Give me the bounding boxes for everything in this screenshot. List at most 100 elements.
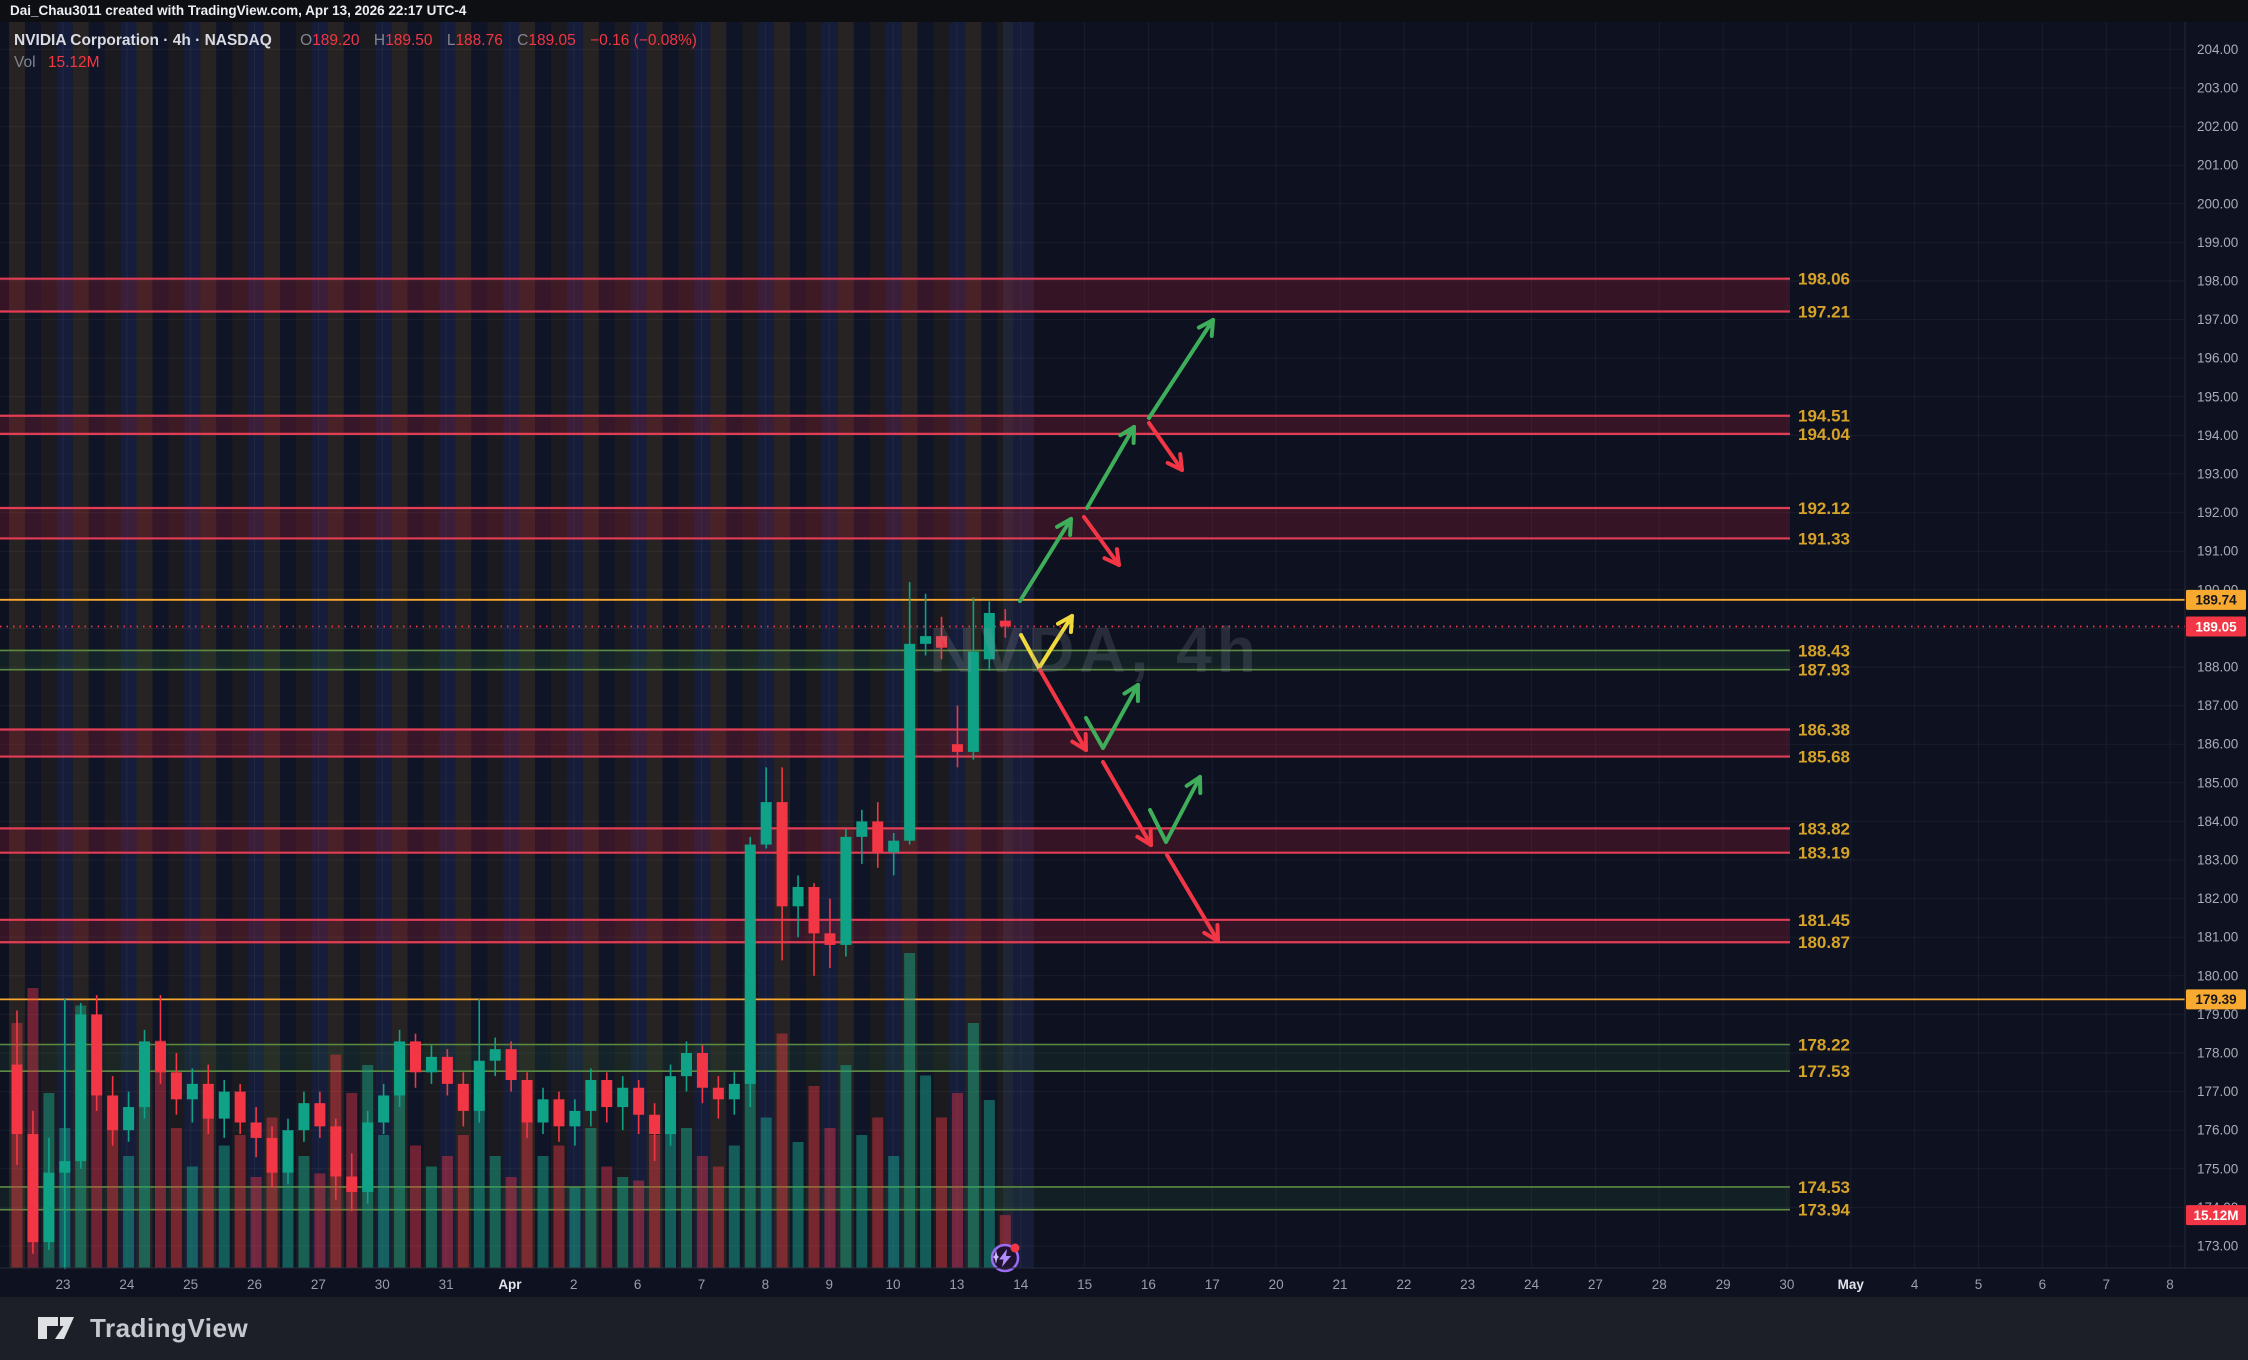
candle-up [394,1041,406,1096]
price-tick-label: 182.00 [2197,891,2238,906]
zone-price-label: 192.12 [1798,499,1850,518]
volume-bar [202,1100,214,1268]
candle-up [537,1099,549,1123]
volume-bar [872,1117,884,1268]
session-stripe [152,22,169,1268]
session-stripe [869,22,886,1268]
demand-zone[interactable] [0,650,1790,670]
candle-down [505,1049,517,1081]
candle-down [266,1137,278,1173]
session-stripe [678,22,695,1268]
time-axis-label: 9 [825,1277,833,1292]
volume-bar [744,974,756,1268]
volume-bar [473,1096,485,1268]
volume-bar [840,1065,852,1268]
candle-down [808,887,820,934]
price-tick-label: 193.00 [2197,467,2238,482]
candle-up [123,1107,135,1131]
candle-down [330,1126,342,1177]
yellow-pivot-arrow-head [1068,614,1074,634]
candle-down [250,1122,262,1138]
candle-up [585,1080,597,1111]
close-price-badge [2186,616,2246,637]
time-axis-label: 8 [2166,1277,2174,1292]
time-axis-label: 15 [1077,1277,1092,1292]
session-stripe [88,22,105,1268]
supply-zone[interactable] [0,919,1790,943]
session-stripe [343,22,360,1268]
candle-up [489,1049,501,1061]
session-stripe [295,22,312,1268]
session-stripe [168,22,185,1268]
price-tick-label: 175.00 [2197,1161,2238,1176]
candle-up [967,651,979,752]
bull-bounce-2-head [1184,775,1202,788]
bull-leg-1[interactable] [1018,517,1073,603]
bear-leg-1-head [1070,739,1088,752]
yellow-pivot-arrow[interactable] [1019,614,1074,670]
symbol-watermark: NVDA, 4h [929,614,1261,686]
bear-leg-2-head [1135,834,1153,847]
time-axis-label: 31 [439,1277,454,1292]
session-stripe [120,22,137,1268]
symbol-title: NVIDIA Corporation · 4h · NASDAQ [14,32,272,49]
session-stripe [40,22,57,1268]
demand-zone[interactable] [0,1044,1790,1072]
bull-leg-1-head [1055,517,1073,529]
session-stripe [423,22,440,1268]
session-stripe [264,22,281,1268]
price-axis[interactable]: 204.00 203.00 202.00 201.00 200.00 199.00 198.… [2186,42,2246,1254]
bear-leg-3[interactable] [1165,853,1220,943]
bear-leg-2[interactable] [1101,760,1153,847]
zone-price-label: 174.53 [1798,1178,1850,1197]
volume-bar [314,1173,326,1268]
zone-price-label: 197.21 [1798,302,1850,321]
session-stripe [439,22,456,1268]
bull-bounce-1[interactable] [1084,683,1140,750]
bear-leg-1[interactable] [1038,668,1088,752]
supply-zone[interactable] [0,415,1790,434]
time-axis-label: 28 [1652,1277,1667,1292]
session-stripe [200,22,217,1268]
session-stripe [853,22,870,1268]
supply-zone[interactable] [0,729,1790,757]
supply-zone[interactable] [0,507,1790,539]
candle-up [744,844,756,1084]
time-axis[interactable]: 23 24 25 26 27 30 31 Apr 2 6 7 8 9 10 13 14 15 16 17 20 21 22… [55,1277,2173,1292]
price-tick-label: 177.00 [2197,1084,2238,1099]
price-tick-label: 196.00 [2197,351,2238,366]
price-tick-label: 179.00 [2197,1007,2238,1022]
price-tick-label: 188.00 [2197,660,2238,675]
supply-zone[interactable] [0,278,1790,312]
session-stripe [232,22,249,1268]
footer-bar: TradingView [0,1297,2248,1360]
session-stripe [662,22,679,1268]
candle-up [139,1041,151,1108]
candle-up [840,836,852,945]
price-tick-label: 186.00 [2197,737,2238,752]
event-badge-icon[interactable] [990,1243,1020,1273]
price-tick-label: 194.00 [2197,428,2238,443]
bull-bounce-2[interactable] [1148,775,1202,844]
bull-leg-3[interactable] [1147,318,1215,420]
tradingview-logo[interactable]: TradingView [36,1311,248,1345]
zone-price-label: 177.53 [1798,1062,1850,1081]
bull-leg-3-head [1196,318,1215,330]
bull-leg-2[interactable] [1085,425,1136,510]
volume-bar [665,1096,677,1268]
volume-bar [920,1075,932,1268]
session-stripe [582,22,599,1268]
volume-bar [218,1145,230,1268]
candle-down [649,1114,661,1135]
volume-bar [123,1156,135,1268]
volume-bar [553,1145,565,1268]
symbol-legend: NVIDIA Corporation · 4h · NASDAQ O189.20… [14,30,697,74]
bull-pullback-2[interactable] [1147,421,1184,472]
zone-price-label: 191.33 [1798,529,1850,548]
candle-up [362,1122,374,1192]
bull-pullback-1[interactable] [1082,515,1121,567]
volume-bar [139,1075,151,1268]
volume-bar [696,1156,708,1268]
candle-down [633,1087,645,1115]
